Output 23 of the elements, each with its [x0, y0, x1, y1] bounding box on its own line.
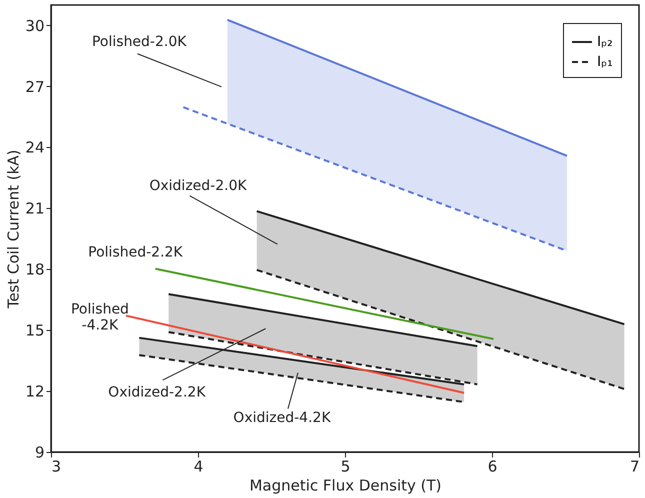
- annotation: Polished-2.2K: [88, 244, 184, 261]
- y-tick-label: 30: [25, 16, 44, 35]
- x-tick-label: 7: [630, 458, 640, 476]
- x-tick-label: 4: [194, 458, 204, 476]
- x-tick-label: 5: [340, 458, 350, 476]
- y-tick-label: 27: [25, 78, 44, 96]
- y-axis-title: Test Coil Current (kA): [4, 150, 22, 310]
- x-tick-label: 6: [488, 458, 498, 476]
- annotation: Oxidized-4.2K: [233, 410, 332, 426]
- x-tick-label: 3: [52, 458, 62, 476]
- y-tick-label: 18: [25, 260, 44, 279]
- legend-label: Iₚ₁: [597, 54, 613, 70]
- y-tick-label: 21: [25, 200, 44, 218]
- y-tick-label: 15: [25, 322, 44, 340]
- annotation: Polished -4.2K: [70, 302, 129, 334]
- x-axis-title: Magnetic Flux Density (T): [249, 476, 442, 494]
- annotation: Oxidized-2.0K: [149, 178, 248, 194]
- y-tick-label: 9: [34, 444, 44, 462]
- annotation: Oxidized-2.2K: [108, 384, 206, 401]
- annotation: Polished-2.0K: [92, 34, 188, 50]
- y-tick-label: 24: [25, 138, 44, 157]
- y-tick-label: 12: [25, 382, 44, 401]
- legend-label: Iₚ₂: [597, 34, 613, 50]
